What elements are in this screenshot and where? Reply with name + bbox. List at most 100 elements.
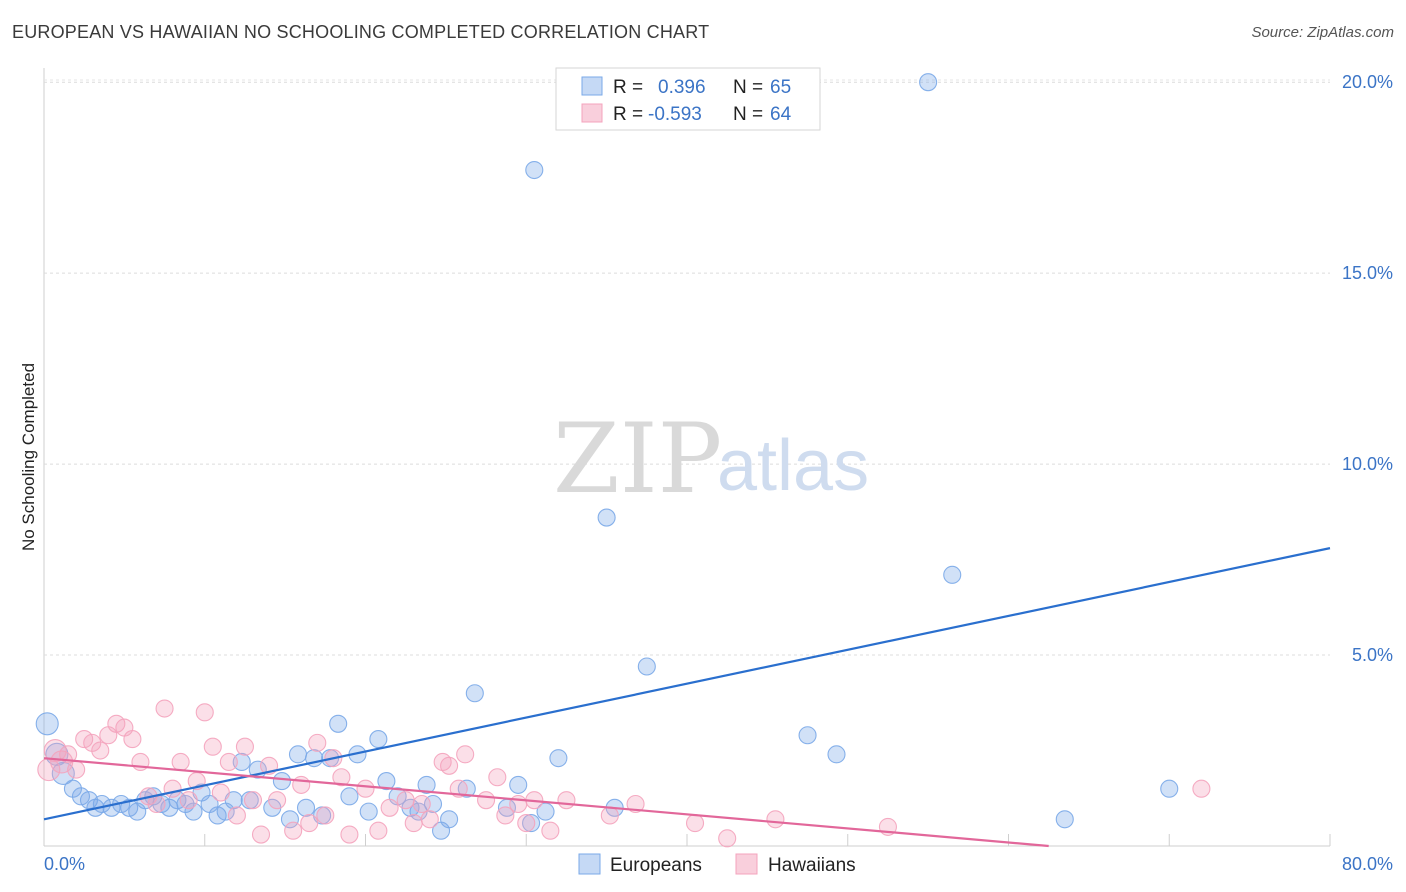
europeans-point-29 — [280, 810, 299, 829]
europeans-point-64 — [919, 73, 938, 92]
hawaiians-point-3 — [59, 745, 78, 764]
legend-n-label-europeans: N = — [733, 77, 763, 98]
hawaiians-point-29 — [268, 791, 287, 810]
hawaiians-point-57 — [600, 806, 619, 825]
hawaiians-point-18 — [179, 791, 198, 810]
y-tick-label-3: 20.0% — [1342, 72, 1393, 92]
europeans-point-52 — [522, 814, 541, 833]
hawaiians-point-49 — [477, 791, 496, 810]
y-tick-label-1: 10.0% — [1342, 454, 1393, 474]
hawaiians-point-46 — [440, 756, 459, 775]
europeans-point-36 — [340, 787, 359, 806]
europeans-point-55 — [597, 508, 616, 527]
hawaiians-point-50 — [488, 768, 507, 787]
legend-n-value-hawaiians: 64 — [770, 104, 792, 125]
hawaiians-point-23 — [219, 752, 238, 772]
legend-swatch-europeans — [581, 76, 603, 96]
europeans-point-51 — [509, 775, 528, 794]
hawaiians-point-37 — [340, 825, 359, 844]
europeans-point-18 — [184, 802, 203, 821]
europeans-point-53 — [536, 802, 555, 821]
x-tick-label-min: 0.0% — [44, 854, 85, 874]
europeans-point-31 — [296, 798, 316, 817]
bottom-legend-swatch-europeans — [578, 853, 601, 875]
legend-r-label-europeans: R = — [613, 77, 643, 98]
hawaiians-point-63 — [1192, 779, 1211, 798]
hawaiians-point-31 — [292, 775, 311, 794]
hawaiians-point-25 — [235, 737, 254, 756]
legend-r-label-hawaiians: R = — [613, 104, 643, 125]
bottom-legend-swatch-hawaiians — [735, 853, 758, 875]
y-axis-label: No Schooling Completed — [19, 363, 38, 551]
europeans-point-39 — [369, 730, 388, 749]
europeans-point-57 — [637, 657, 656, 676]
hawaiians-point-24 — [227, 806, 246, 825]
watermark-atlas: atlas — [717, 426, 869, 506]
hawaiians-point-41 — [396, 791, 415, 810]
gridlines — [44, 79, 1330, 656]
stats-legend: R = 0.396 N = 65 R = -0.593 N = 64 — [555, 67, 821, 131]
europeans-point-49 — [465, 684, 484, 703]
hawaiians-point-44 — [420, 810, 439, 829]
y-tick-label-2: 15.0% — [1342, 263, 1393, 283]
hawaiians-point-15 — [155, 699, 174, 718]
hawaiians-point-42 — [404, 814, 423, 833]
europeans-point-63 — [525, 160, 544, 180]
europeans-point-59 — [827, 745, 846, 764]
bottom-legend-label-europeans: Europeans — [610, 855, 702, 876]
europeans-point-35 — [329, 714, 348, 733]
europeans-point-58 — [798, 726, 817, 745]
europeans-point-54 — [549, 749, 568, 768]
legend-n-value-europeans: 65 — [770, 77, 791, 98]
europeans-point-61 — [1055, 810, 1074, 829]
hawaiians-point-20 — [195, 703, 214, 722]
hawaiians-point-55 — [541, 821, 560, 840]
hawaiians-point-7 — [91, 741, 110, 760]
hawaiians-point-34 — [316, 806, 335, 825]
europeans-points — [35, 73, 1179, 840]
hawaiians-point-56 — [557, 791, 576, 810]
x-tick-label-max: 80.0% — [1342, 854, 1393, 874]
hawaiians-point-14 — [147, 794, 166, 814]
hawaiians-point-17 — [171, 752, 190, 772]
hawaiians-point-51 — [496, 806, 515, 825]
hawaiians-point-30 — [284, 821, 303, 840]
legend-swatch-hawaiians — [581, 103, 603, 123]
europeans-point-62 — [1160, 779, 1179, 798]
bottom-legend-label-hawaiians: Hawaiians — [768, 855, 856, 876]
europeans-point-47 — [440, 810, 459, 829]
hawaiians-point-27 — [251, 825, 271, 844]
hawaiians-point-38 — [356, 779, 375, 798]
hawaiians-point-53 — [517, 814, 536, 833]
legend-r-value-europeans: 0.396 — [658, 77, 706, 98]
hawaiians-trend-line — [43, 757, 1049, 848]
legend-n-label-hawaiians: N = — [733, 104, 763, 125]
europeans-point-38 — [359, 802, 378, 821]
hawaiians-point-21 — [203, 737, 222, 756]
hawaiians-point-61 — [766, 810, 785, 829]
europeans-point-44 — [417, 775, 436, 794]
hawaiians-point-33 — [308, 733, 327, 752]
hawaiians-point-26 — [243, 791, 263, 810]
hawaiians-point-58 — [626, 794, 645, 814]
europeans-point-0 — [35, 712, 59, 736]
europeans-point-30 — [288, 745, 308, 764]
hawaiians-point-59 — [685, 814, 705, 833]
hawaiians-point-60 — [718, 829, 737, 848]
x-axis-ticks — [204, 834, 1331, 846]
hawaiians-point-48 — [456, 745, 475, 764]
hawaiians-point-22 — [211, 783, 230, 802]
hawaiians-point-4 — [67, 760, 86, 779]
europeans-point-24 — [232, 752, 251, 772]
europeans-point-2 — [51, 761, 75, 785]
watermark-zip: ZIP — [553, 403, 722, 515]
hawaiians-points — [37, 699, 1211, 848]
hawaiians-point-1 — [43, 738, 67, 763]
hawaiians-point-43 — [412, 794, 431, 814]
bottom-legend: Europeans Hawaiians — [578, 853, 856, 876]
hawaiians-point-32 — [300, 814, 319, 833]
europeans-point-40 — [377, 772, 396, 791]
hawaiians-point-36 — [332, 768, 351, 787]
europeans-point-60 — [943, 565, 962, 584]
